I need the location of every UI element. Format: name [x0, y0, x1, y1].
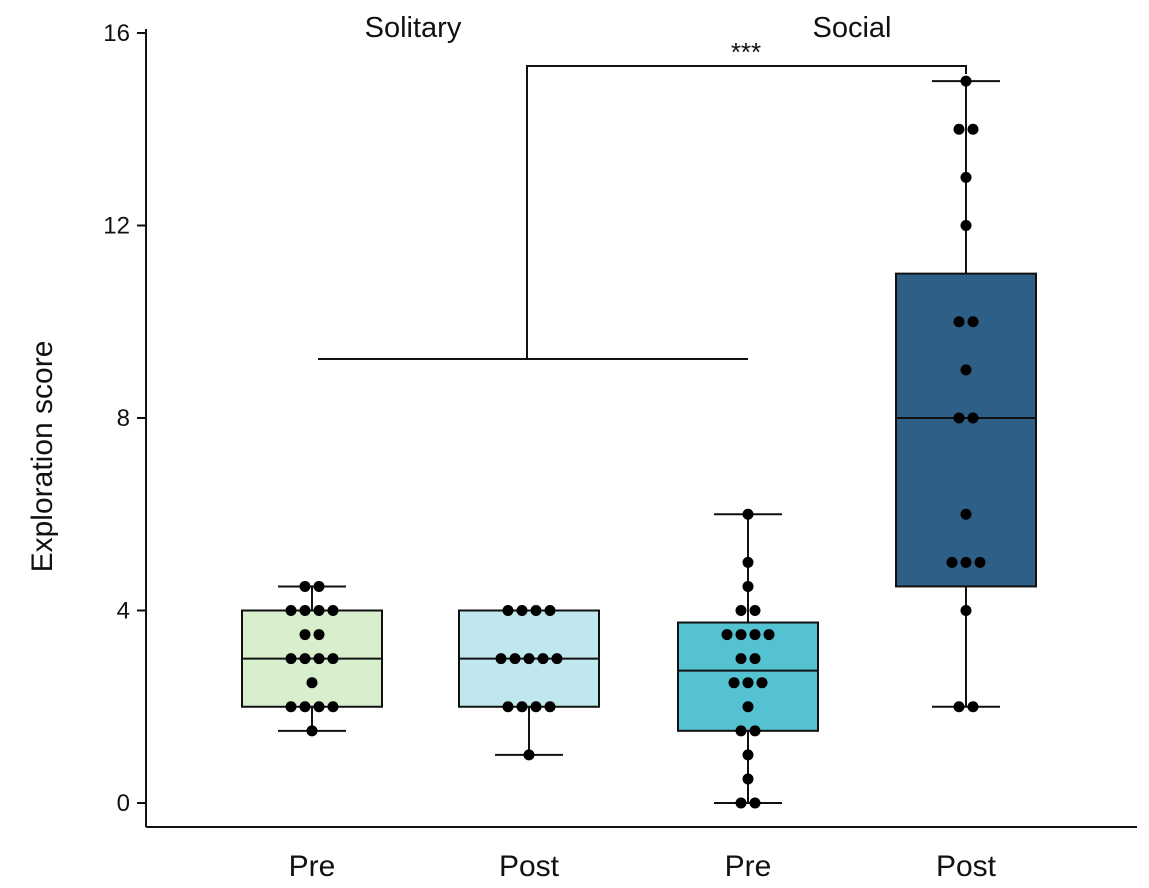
data-point [509, 653, 521, 665]
x-category-label: Post [499, 850, 560, 883]
data-point [742, 677, 754, 689]
data-point [299, 653, 311, 665]
data-point [749, 629, 761, 641]
y-tick-label: 4 [117, 598, 130, 625]
group-label: Solitary [365, 12, 462, 44]
data-point [967, 412, 979, 424]
data-point [742, 773, 754, 785]
data-point [516, 701, 528, 713]
data-point [735, 653, 747, 665]
box [895, 272, 1037, 588]
data-point [742, 749, 754, 761]
data-point [974, 556, 986, 568]
data-point [327, 701, 339, 713]
data-point [953, 123, 965, 135]
group-label: Social [813, 12, 892, 44]
data-point [749, 653, 761, 665]
data-points [285, 75, 986, 809]
significance-label: *** [731, 37, 761, 67]
data-point [728, 677, 740, 689]
data-point [313, 605, 325, 616]
data-point [299, 701, 311, 713]
data-point [530, 605, 542, 616]
data-point [742, 508, 754, 520]
data-point [285, 653, 297, 665]
data-point [967, 701, 979, 713]
data-point [313, 629, 325, 641]
data-point [523, 653, 535, 665]
data-point [953, 412, 965, 424]
data-point [735, 605, 747, 616]
data-point [742, 580, 754, 592]
data-point [749, 797, 761, 809]
x-category-label: Pre [289, 850, 336, 883]
data-point [523, 749, 535, 761]
x-category-label: Post [936, 850, 997, 883]
data-point [495, 653, 507, 665]
data-point [960, 556, 972, 568]
data-point [735, 797, 747, 809]
x-category-label: Pre [725, 850, 772, 883]
data-point [960, 605, 972, 616]
data-point [967, 123, 979, 135]
data-point [749, 605, 761, 616]
data-point [749, 725, 761, 737]
data-point [544, 605, 556, 616]
data-point [953, 701, 965, 713]
data-point [551, 653, 563, 665]
data-point [735, 725, 747, 737]
data-point [742, 556, 754, 568]
bracket-line [526, 65, 967, 359]
data-point [530, 701, 542, 713]
boxes [241, 80, 1037, 804]
data-point [299, 629, 311, 641]
data-point [721, 629, 733, 641]
data-point [285, 701, 297, 713]
data-point [327, 653, 339, 665]
data-point [537, 653, 549, 665]
y-tick-label: 16 [103, 20, 130, 47]
data-point [299, 605, 311, 616]
data-point [960, 508, 972, 520]
box [677, 621, 819, 732]
data-point [313, 653, 325, 665]
data-point [742, 701, 754, 713]
data-point [502, 701, 514, 713]
data-point [306, 725, 318, 737]
data-point [516, 605, 528, 616]
y-axis-title: Exploration score [26, 341, 59, 573]
data-point [960, 171, 972, 183]
y-tick-label: 8 [117, 405, 130, 432]
data-point [544, 701, 556, 713]
data-point [327, 605, 339, 616]
data-point [313, 580, 325, 592]
data-point [960, 364, 972, 376]
data-point [953, 316, 965, 328]
data-point [502, 605, 514, 616]
axes: 0 4 8 12 16 [103, 20, 1137, 828]
data-point [960, 75, 972, 87]
data-point [299, 580, 311, 592]
data-point [735, 629, 747, 641]
data-point [960, 220, 972, 231]
data-point [946, 556, 958, 568]
data-point [756, 677, 768, 689]
data-point [306, 677, 318, 689]
data-point [285, 605, 297, 616]
y-tick-label: 0 [117, 790, 130, 817]
data-point [967, 316, 979, 328]
labels: Exploration score Pre Post Pre Post Solitary S… [26, 12, 997, 883]
y-tick-label: 12 [103, 213, 130, 240]
data-point [763, 629, 775, 641]
significance-bracket: *** [318, 37, 967, 360]
data-point [313, 701, 325, 713]
